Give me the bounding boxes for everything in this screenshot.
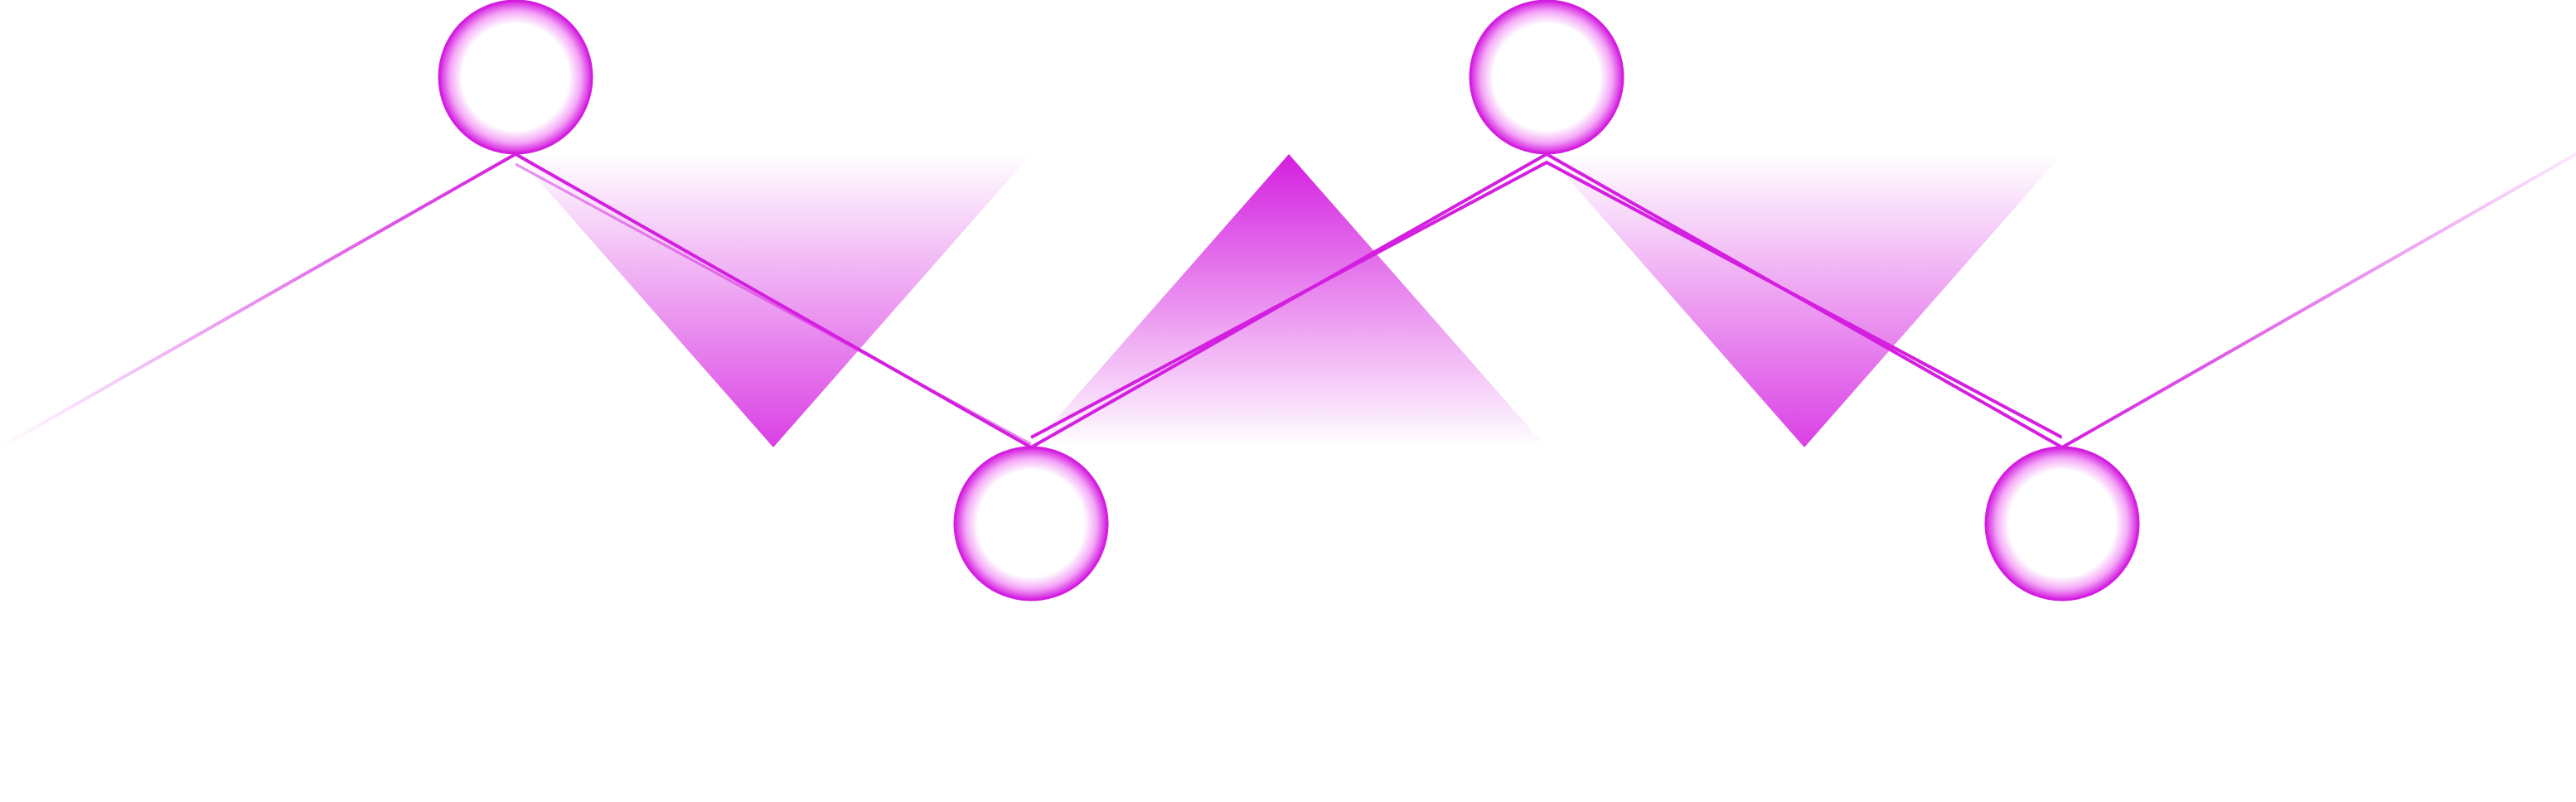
node-4-circle — [1984, 446, 2140, 602]
connector-line-main — [515, 152, 2063, 450]
connector-line-end — [2061, 152, 2576, 449]
node-3-circle — [1469, 0, 1625, 155]
connector-line-start — [0, 152, 516, 449]
inner-outline-center — [1030, 160, 2063, 439]
inner-outline-right — [2061, 154, 2570, 439]
node-1-circle — [438, 0, 593, 155]
node-2-circle — [953, 446, 1109, 602]
